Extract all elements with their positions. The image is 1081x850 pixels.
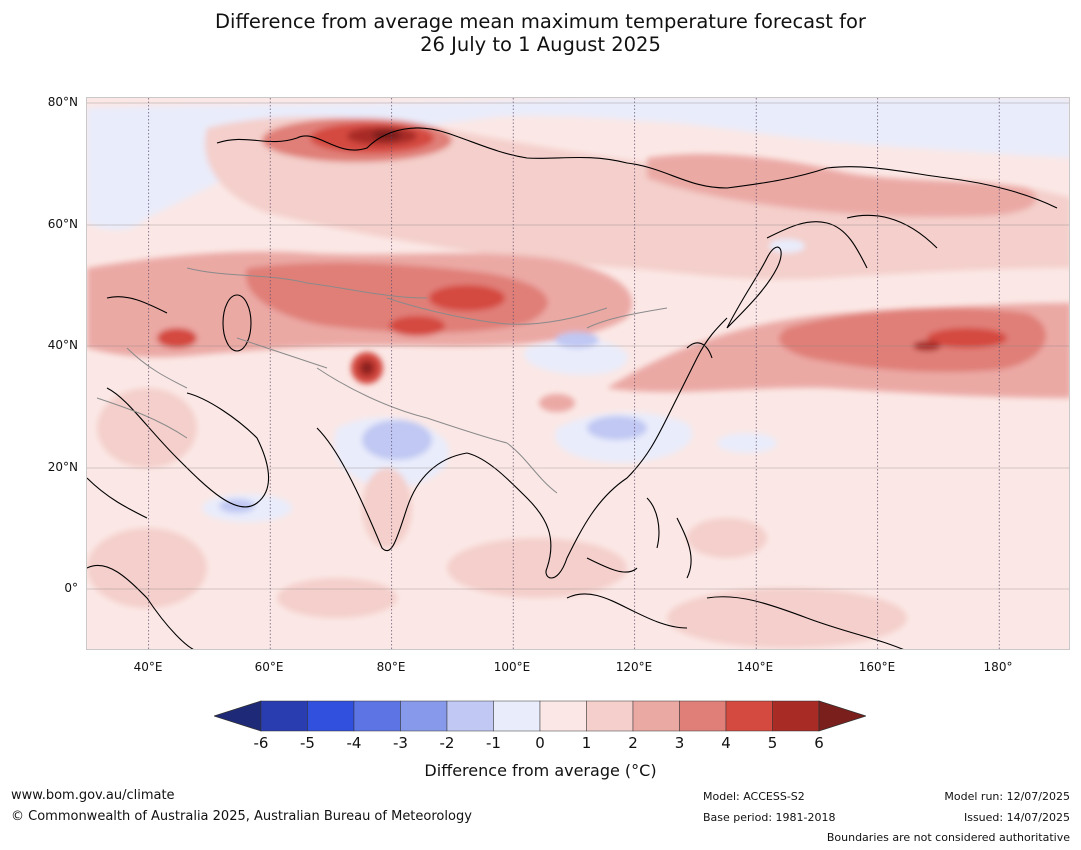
colorbar-segment xyxy=(632,700,680,732)
colorbar-title: Difference from average (°C) xyxy=(424,761,657,780)
anomaly-field xyxy=(87,98,1069,648)
lat-label-20n: 20°N xyxy=(47,460,78,474)
colorbar-segment xyxy=(260,700,308,732)
title-line-2: 26 July to 1 August 2025 xyxy=(420,33,661,56)
lon-label-60e: 60°E xyxy=(254,660,284,674)
colorbar-tick-label: -4 xyxy=(346,734,362,752)
colorbar-segment xyxy=(539,700,587,732)
lon-label-40e: 40°E xyxy=(133,660,163,674)
colorbar-segment xyxy=(586,700,634,732)
country-borders xyxy=(96,267,668,494)
website-link[interactable]: www.bom.gov.au/climate xyxy=(11,788,175,803)
colorbar-tick-label: -6 xyxy=(253,734,269,752)
colorbar xyxy=(214,700,866,732)
model-run-date: Model run: 12/07/2025 xyxy=(944,790,1070,803)
colorbar-tick-label: 3 xyxy=(674,734,685,752)
colorbar-tick-label: -1 xyxy=(486,734,501,752)
colorbar-segment xyxy=(679,700,727,732)
forecast-map[interactable] xyxy=(86,97,1070,650)
colorbar-segment xyxy=(493,700,541,732)
colorbar-tick-label: 4 xyxy=(721,734,731,752)
lon-label-140e: 140°E xyxy=(736,660,774,674)
colorbar-segment xyxy=(353,700,401,732)
map-canvas xyxy=(87,98,1069,649)
colorbar-segment xyxy=(725,700,773,732)
colorbar-tick-label: 1 xyxy=(581,734,592,752)
latitude-gridlines xyxy=(87,102,1069,590)
colorbar-segment xyxy=(307,700,355,732)
title-line-1: Difference from average mean maximum tem… xyxy=(215,10,866,33)
lat-label-40n: 40°N xyxy=(47,338,78,352)
colorbar-extend-low xyxy=(214,700,262,732)
colorbar-segment xyxy=(400,700,448,732)
longitude-gridlines xyxy=(148,98,1000,649)
colorbar-tick-label: 5 xyxy=(767,734,778,752)
copyright-text: © Commonwealth of Australia 2025, Austra… xyxy=(11,809,472,824)
lat-label-60n: 60°N xyxy=(47,217,78,231)
lat-label-80n: 80°N xyxy=(47,95,78,109)
base-period: Base period: 1981-2018 xyxy=(703,811,836,824)
colorbar-extend-high xyxy=(818,700,866,732)
colorbar-tick-label: 2 xyxy=(628,734,638,752)
issued-date: Issued: 14/07/2025 xyxy=(963,811,1070,824)
lat-label-0: 0° xyxy=(64,581,78,595)
colorbar-segment xyxy=(772,700,820,732)
lon-label-100e: 100°E xyxy=(493,660,531,674)
lon-label-80e: 80°E xyxy=(376,660,406,674)
colorbar-tick-label: -3 xyxy=(393,734,408,752)
colorbar-tick-label: -2 xyxy=(439,734,455,752)
colorbar-tick-label: 6 xyxy=(814,734,824,752)
lon-label-160e: 160°E xyxy=(858,660,896,674)
lon-label-180: 180° xyxy=(983,660,1013,674)
colorbar-tick-label: -5 xyxy=(300,734,315,752)
lon-label-120e: 120°E xyxy=(615,660,653,674)
model-name: Model: ACCESS-S2 xyxy=(703,790,805,803)
map-title: Difference from average mean maximum tem… xyxy=(0,10,1081,56)
siberia-warm-region xyxy=(205,116,1069,280)
colorbar-segment xyxy=(446,700,494,732)
colorbar-tick-label: 0 xyxy=(535,734,545,752)
boundaries-disclaimer: Boundaries are not considered authoritat… xyxy=(826,831,1070,844)
